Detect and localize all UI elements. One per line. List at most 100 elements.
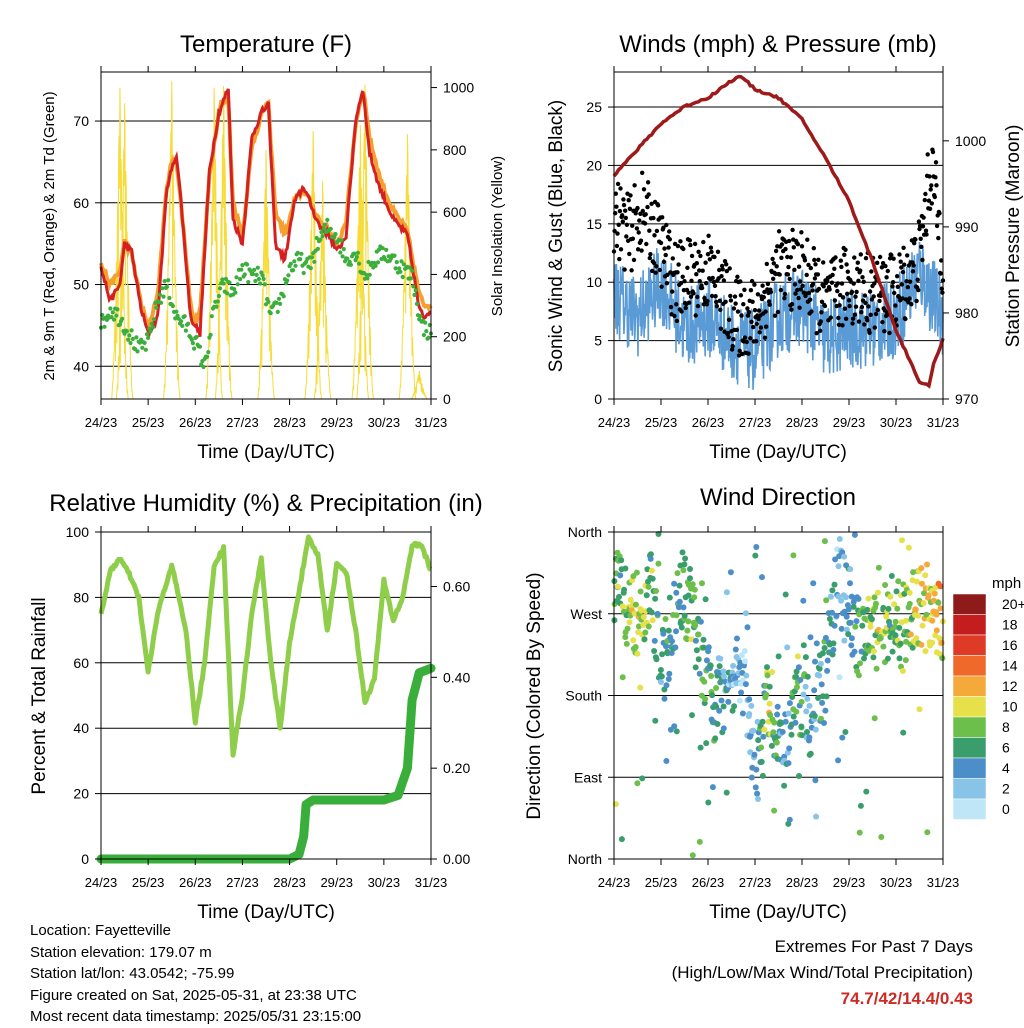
direction-point	[798, 698, 805, 705]
gust-point	[927, 174, 932, 179]
gust-point	[615, 231, 620, 236]
direction-point	[851, 531, 858, 538]
gust-point	[873, 311, 879, 317]
direction-point	[754, 790, 761, 797]
dewpoint-point	[384, 247, 389, 252]
dewpoint-point	[408, 276, 414, 281]
gust-point	[650, 268, 655, 274]
direction-point	[689, 852, 696, 859]
gust-point	[902, 262, 907, 267]
dewpoint-point	[110, 310, 115, 315]
dewpoint-point	[149, 321, 154, 326]
gust-point	[779, 242, 785, 247]
gust-point	[694, 261, 699, 266]
direction-point	[712, 735, 719, 742]
temperature-ytick-right-label: 800	[443, 142, 467, 158]
gust-point	[898, 259, 903, 264]
gust-point	[654, 228, 660, 234]
direction-point	[842, 594, 849, 601]
gust-point	[887, 330, 892, 336]
gust-point	[839, 281, 845, 286]
station-elevation: Station elevation: 179.07 m	[30, 943, 212, 961]
direction-point	[693, 647, 700, 654]
gust-point	[869, 269, 874, 274]
gust-point	[725, 331, 731, 336]
direction-point	[675, 604, 682, 611]
dewpoint-point	[312, 259, 317, 264]
temperature-ytick-label: 40	[73, 358, 89, 374]
dewpoint-point	[345, 256, 350, 261]
dewpoint-point	[421, 332, 426, 338]
direction-point	[823, 693, 830, 700]
speed-legend-swatch	[952, 696, 987, 718]
direction-point	[759, 718, 766, 725]
direction-point	[818, 715, 824, 722]
direction-point	[838, 597, 845, 604]
humidity-xtick-label: 26/23	[179, 875, 212, 890]
direction-point	[880, 604, 887, 611]
gust-point	[812, 276, 818, 281]
direction-point	[855, 672, 862, 679]
gust-point	[630, 223, 635, 228]
gust-point	[890, 284, 895, 289]
winds-ylabel-right: Station Pressure (Maroon)	[1003, 125, 1024, 348]
dewpoint-point	[209, 314, 214, 319]
gust-point	[818, 319, 823, 324]
gust-point	[836, 315, 841, 321]
speed-legend-swatch	[952, 593, 987, 615]
direction-point	[918, 641, 925, 648]
direction-point	[645, 623, 652, 630]
humidity-plot-area	[96, 531, 436, 864]
gust-point	[688, 294, 694, 299]
temperature-xlabel: Time (Day/UTC)	[197, 442, 335, 463]
direction-point	[781, 782, 788, 789]
gust-point	[789, 307, 794, 312]
gust-point	[858, 268, 863, 273]
gust-point	[654, 264, 659, 269]
direction-point	[742, 610, 749, 617]
direction-point	[812, 658, 818, 665]
gust-point	[796, 264, 802, 269]
direction-point	[887, 593, 894, 600]
direction-point	[819, 699, 826, 706]
gust-point	[808, 265, 813, 271]
winds-ytick-label: 0	[594, 391, 602, 407]
gust-point	[833, 255, 838, 260]
temperature-ticks: 40 50 60 70 0 200 400 600 800 1000 24/23 25/23 26/23…	[73, 66, 474, 430]
direction-point	[701, 678, 708, 685]
humidity-xtick-label: 27/23	[226, 875, 259, 890]
direction-point	[817, 660, 824, 667]
humidity-xtick-label: 24/23	[85, 875, 118, 890]
direction-point	[855, 595, 862, 602]
dewpoint-point	[333, 232, 338, 237]
gust-point	[872, 281, 877, 286]
dewpoint-point	[170, 303, 175, 309]
direction-point	[819, 650, 826, 657]
gust-point	[636, 230, 641, 235]
gust-point	[754, 321, 759, 327]
gust-point	[832, 298, 838, 303]
winds-xtick-label: 27/23	[739, 415, 772, 430]
dewpoint-point	[128, 340, 133, 346]
gust-point	[887, 256, 893, 261]
speed-legend-swatch	[952, 757, 987, 779]
gust-point	[790, 227, 795, 233]
humidity-ytick-label: 60	[73, 655, 89, 671]
solar-insolation-line	[313, 180, 332, 400]
direction-point	[832, 556, 839, 563]
direction-point	[785, 710, 792, 717]
direction-point	[857, 660, 863, 667]
gust-point	[907, 279, 913, 284]
direction-point	[785, 760, 792, 767]
direction-point	[919, 580, 925, 587]
direction-point	[913, 635, 920, 642]
gust-point	[620, 213, 625, 218]
gust-point	[787, 276, 792, 282]
gust-point	[770, 256, 775, 262]
direction-point	[922, 572, 929, 579]
dewpoint-point	[262, 282, 267, 287]
speed-legend-swatch	[952, 655, 987, 677]
gust-point	[640, 170, 645, 175]
direction-point	[786, 816, 793, 823]
dewpoint-point	[278, 301, 283, 306]
